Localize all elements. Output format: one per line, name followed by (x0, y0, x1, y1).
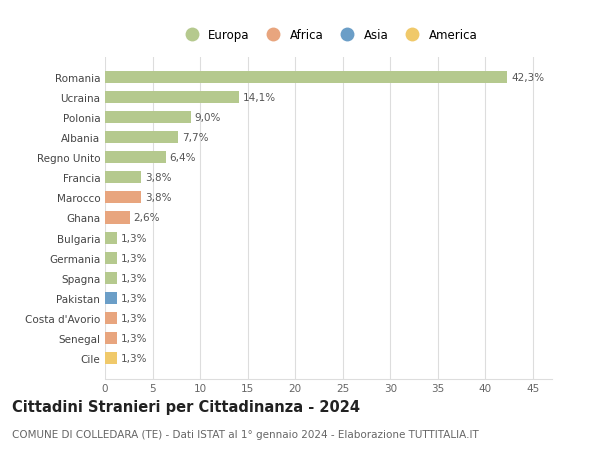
Text: 9,0%: 9,0% (194, 113, 221, 123)
Text: 1,3%: 1,3% (121, 253, 148, 263)
Bar (105, 212, 130, 224)
Text: 1,3%: 1,3% (121, 293, 148, 303)
Text: 7,7%: 7,7% (182, 133, 209, 143)
Bar (105, 72, 508, 84)
Bar (105, 112, 191, 124)
Bar (105, 352, 118, 364)
Text: 1,3%: 1,3% (121, 233, 148, 243)
Bar (105, 132, 178, 144)
Text: 14,1%: 14,1% (243, 93, 276, 103)
Text: 3,8%: 3,8% (145, 193, 172, 203)
Text: 1,3%: 1,3% (121, 273, 148, 283)
Text: COMUNE DI COLLEDARA (TE) - Dati ISTAT al 1° gennaio 2024 - Elaborazione TUTTITAL: COMUNE DI COLLEDARA (TE) - Dati ISTAT al… (12, 429, 479, 439)
Legend: Europa, Africa, Asia, America: Europa, Africa, Asia, America (175, 25, 482, 47)
Text: 1,3%: 1,3% (121, 333, 148, 343)
Bar (105, 152, 166, 164)
Bar (105, 172, 141, 184)
Bar (105, 272, 118, 284)
Bar (105, 312, 118, 324)
Text: 2,6%: 2,6% (134, 213, 160, 223)
Bar (105, 192, 141, 204)
Text: 3,8%: 3,8% (145, 173, 172, 183)
Text: 1,3%: 1,3% (121, 313, 148, 323)
Bar (105, 232, 118, 244)
Text: 6,4%: 6,4% (170, 153, 196, 163)
Bar (105, 292, 118, 304)
Bar (105, 332, 118, 344)
Bar (105, 252, 118, 264)
Text: Cittadini Stranieri per Cittadinanza - 2024: Cittadini Stranieri per Cittadinanza - 2… (12, 399, 360, 414)
Bar (105, 92, 239, 104)
Text: 42,3%: 42,3% (511, 73, 544, 83)
Text: 1,3%: 1,3% (121, 353, 148, 363)
